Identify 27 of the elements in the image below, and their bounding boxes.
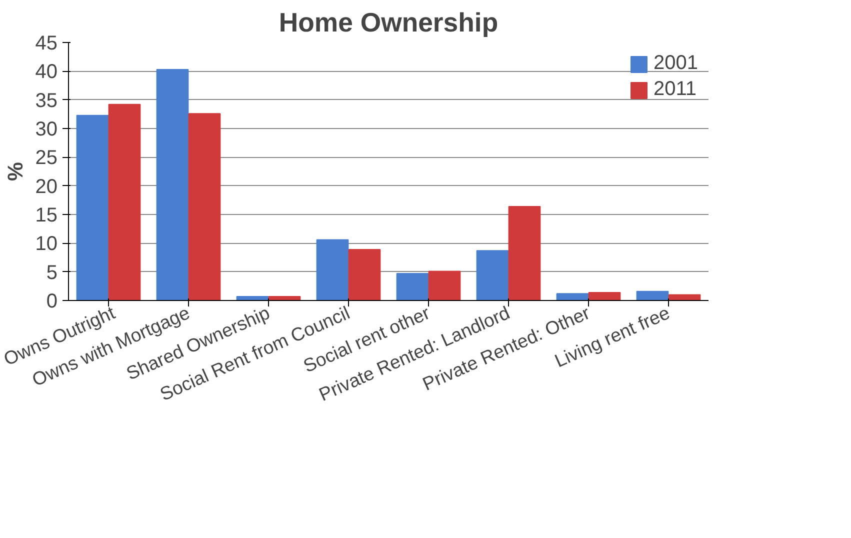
y-tick-label: 15 bbox=[35, 204, 58, 226]
y-tick-label: 5 bbox=[46, 262, 58, 284]
y-tick-label: 20 bbox=[35, 176, 58, 198]
bar bbox=[508, 206, 541, 300]
y-tick-label: 40 bbox=[35, 61, 58, 84]
y-tick-label: 45 bbox=[35, 32, 58, 54]
bar bbox=[76, 114, 109, 300]
bar bbox=[476, 250, 509, 300]
y-tick-label: 35 bbox=[35, 90, 58, 112]
y-tick-label: 30 bbox=[35, 118, 58, 140]
bar bbox=[316, 239, 349, 300]
bar bbox=[156, 68, 189, 300]
bar bbox=[588, 292, 621, 300]
bar bbox=[556, 293, 589, 300]
legend-label: 2011 bbox=[654, 78, 697, 101]
bar bbox=[188, 113, 221, 300]
y-tick-label: 0 bbox=[46, 290, 58, 312]
y-tick-label: 10 bbox=[35, 233, 58, 256]
y-axis-title: % bbox=[3, 162, 28, 181]
bar bbox=[428, 270, 461, 300]
legend-label: 2001 bbox=[654, 52, 698, 75]
bar bbox=[348, 248, 381, 300]
y-tick-label: 25 bbox=[35, 147, 58, 170]
bar bbox=[636, 290, 669, 300]
chart-title: Home Ownership bbox=[278, 8, 498, 38]
bar bbox=[108, 104, 141, 300]
bar bbox=[396, 273, 429, 300]
